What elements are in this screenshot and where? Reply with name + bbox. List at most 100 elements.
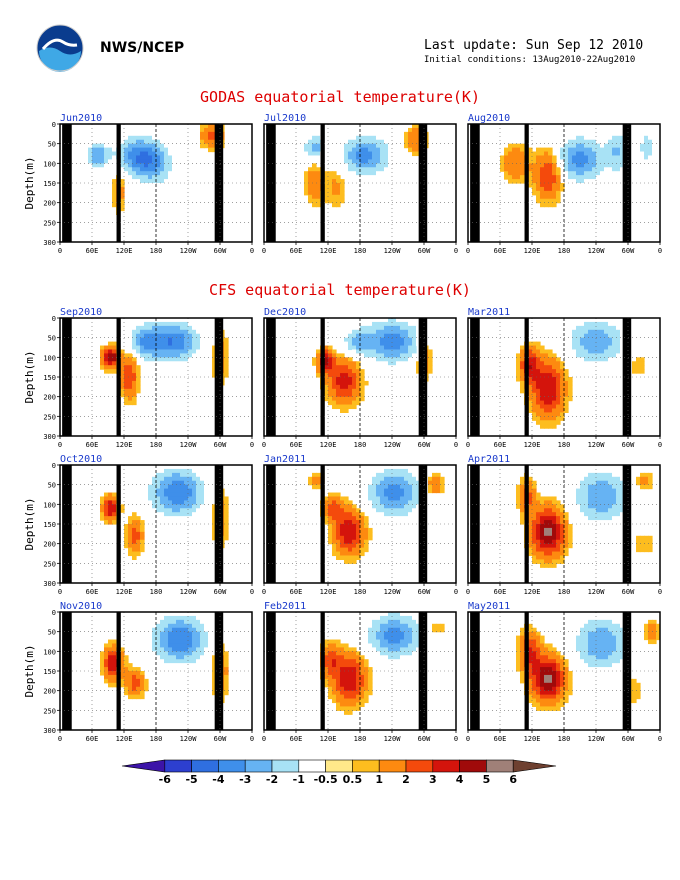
x-tick-label: 0 <box>454 247 458 255</box>
colorbar-label: -6 <box>159 773 172 786</box>
cfs-section-title: CFS equatorial temperature(K) <box>209 281 471 299</box>
x-tick-label: 0 <box>658 588 662 596</box>
y-tick-label: 200 <box>43 688 56 696</box>
land-mask <box>622 612 632 730</box>
land-mask <box>320 465 325 583</box>
y-tick-label: 50 <box>48 482 56 490</box>
x-tick-label: 180 <box>150 247 163 255</box>
x-tick-label: 0 <box>58 735 62 743</box>
x-tick-label: 60E <box>494 441 507 449</box>
land-mask <box>524 465 529 583</box>
y-tick-label: 200 <box>43 541 56 549</box>
panel: Feb2011 0 60E 120E 180 120W 60W 0 <box>262 601 458 743</box>
x-tick-label: 0 <box>58 588 62 596</box>
y-tick-label: 150 <box>43 374 56 382</box>
x-tick-label: 120W <box>384 735 402 743</box>
panel-label: Oct2010 <box>60 454 102 465</box>
colorbar-label: 5 <box>483 773 491 786</box>
x-tick-label: 0 <box>454 588 458 596</box>
colorbar-label: 0.5 <box>343 773 363 786</box>
x-tick-label: 120E <box>116 441 133 449</box>
colorbar-swatch <box>218 759 246 773</box>
y-tick-label: 300 <box>43 239 56 247</box>
y-tick-label: 200 <box>43 394 56 402</box>
panel: Jul2010 0 60E 120E 180 120W 60W 0 <box>262 113 458 255</box>
x-tick-label: 120W <box>384 588 402 596</box>
x-tick-label: 120W <box>180 247 198 255</box>
x-tick-label: 120E <box>524 441 541 449</box>
y-tick-label: 100 <box>43 501 56 509</box>
land-mask <box>62 612 72 730</box>
colorbar-label: -1 <box>293 773 305 786</box>
y-tick-label: 300 <box>43 580 56 588</box>
colorbar-swatch <box>512 759 557 773</box>
noaa-logo <box>36 24 84 72</box>
x-tick-label: 0 <box>262 247 266 255</box>
colorbar: -6 -5 -4 -3 -2 -1 -0.5 0.5 1 2 3 4 5 6 <box>121 759 557 786</box>
y-tick-label: 0 <box>52 121 56 129</box>
land-mask <box>470 465 480 583</box>
x-tick-label: 120E <box>116 247 133 255</box>
x-tick-label: 120E <box>116 735 133 743</box>
y-tick-label: 100 <box>43 354 56 362</box>
x-tick-label: 180 <box>150 588 163 596</box>
land-mask <box>214 465 224 583</box>
x-tick-label: 0 <box>466 735 470 743</box>
y-tick-label: 50 <box>48 629 56 637</box>
x-tick-label: 60E <box>290 735 303 743</box>
colorbar-swatch <box>298 759 326 773</box>
initial-conditions: Initial conditions: 13Aug2010-22Aug2010 <box>424 55 636 65</box>
x-tick-label: 120E <box>524 735 541 743</box>
x-tick-label: 60W <box>622 441 635 449</box>
land-mask <box>470 318 480 436</box>
land-mask <box>622 124 632 242</box>
x-tick-label: 0 <box>262 441 266 449</box>
org-name: NWS/NCEP <box>100 40 185 56</box>
colorbar-label: 3 <box>429 773 437 786</box>
x-tick-label: 0 <box>454 441 458 449</box>
y-tick-label: 50 <box>48 141 56 149</box>
x-tick-label: 180 <box>354 441 367 449</box>
land-mask <box>62 318 72 436</box>
x-tick-label: 120W <box>384 247 402 255</box>
x-tick-label: 0 <box>658 441 662 449</box>
y-tick-label: 150 <box>43 668 56 676</box>
land-mask <box>320 318 325 436</box>
x-tick-label: 0 <box>454 735 458 743</box>
x-tick-label: 60W <box>214 735 227 743</box>
x-tick-label: 180 <box>558 441 571 449</box>
x-tick-label: 60E <box>290 588 303 596</box>
y-tick-label: 150 <box>43 521 56 529</box>
panel: May2011 0 60E 120E 180 120W 60W 0 <box>466 601 662 743</box>
x-tick-label: 180 <box>354 588 367 596</box>
land-mask <box>418 612 428 730</box>
land-mask <box>266 465 276 583</box>
land-mask <box>320 612 325 730</box>
land-mask <box>266 124 276 242</box>
colorbar-label: 4 <box>456 773 464 786</box>
panel: Nov2010 0 60E 120E 180 120W 60W 0 0 50 100 150 200 25… <box>23 601 254 743</box>
page-header: NWS/NCEP Last update: Sun Sep 12 2010 In… <box>0 0 680 90</box>
land-mask <box>470 612 480 730</box>
x-tick-label: 180 <box>354 735 367 743</box>
panel-label: Mar2011 <box>468 307 510 318</box>
x-tick-label: 120E <box>524 588 541 596</box>
x-tick-label: 120W <box>180 588 198 596</box>
panel-label: Jul2010 <box>264 113 306 124</box>
y-axis-label: Depth(m) <box>23 351 36 404</box>
land-mask <box>214 124 224 242</box>
land-mask <box>116 465 121 583</box>
panel-label: Jan2011 <box>264 454 306 465</box>
x-tick-label: 180 <box>558 588 571 596</box>
land-mask <box>214 318 224 436</box>
y-tick-label: 150 <box>43 180 56 188</box>
y-tick-label: 250 <box>43 413 56 421</box>
x-tick-label: 60W <box>214 588 227 596</box>
y-tick-label: 250 <box>43 219 56 227</box>
y-tick-label: 100 <box>43 648 56 656</box>
x-tick-label: 0 <box>250 735 254 743</box>
x-tick-label: 120E <box>116 588 133 596</box>
x-tick-label: 0 <box>58 441 62 449</box>
